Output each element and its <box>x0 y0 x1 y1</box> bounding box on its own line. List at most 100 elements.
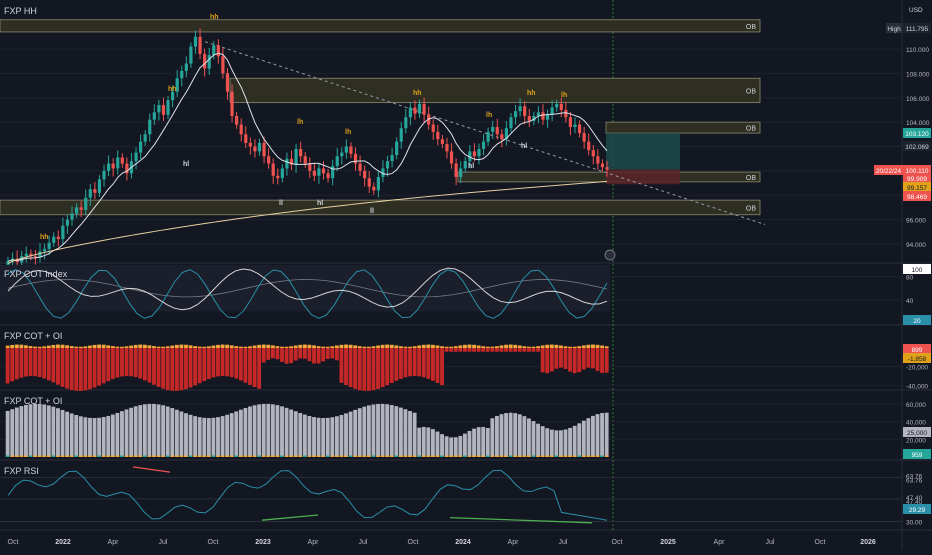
cot-net-bar <box>449 348 454 352</box>
oi-total-bar <box>312 417 316 457</box>
cot-oi-bar <box>302 344 307 348</box>
candle-body <box>184 63 188 71</box>
cot-oi-bar <box>591 344 595 348</box>
cot-oi-bar <box>444 346 449 348</box>
candle-body <box>532 116 536 121</box>
cot-oi-bar <box>19 344 24 348</box>
cot-oi-bar <box>197 346 202 348</box>
cot-net-bar <box>568 348 573 372</box>
order-block <box>0 19 761 33</box>
cot-oi-bar <box>65 345 70 348</box>
oi-total-bar <box>152 403 156 457</box>
cot-oi-bar <box>101 344 106 348</box>
oi-net-bar <box>536 455 541 457</box>
oi-net-bar <box>19 455 24 457</box>
cot-net-bar <box>307 348 312 362</box>
oi-total-bar <box>129 407 134 457</box>
pivot-label: ll <box>279 200 283 207</box>
candle-body <box>504 128 509 140</box>
cot-oi-bar <box>334 345 339 348</box>
candle-body <box>331 166 335 179</box>
oi-net-bar <box>316 455 321 457</box>
oi-net-bar <box>142 455 147 457</box>
oi-net-bar <box>165 455 170 457</box>
cot-oi2-badge <box>903 427 931 437</box>
oi-net-bar <box>234 455 239 457</box>
oi-total-bar <box>248 406 252 457</box>
candle-body <box>449 151 454 164</box>
candle-body <box>38 251 42 258</box>
oi-total-bar <box>536 423 541 457</box>
candle-body <box>198 36 202 54</box>
candle-body <box>321 168 326 174</box>
oi-total-bar <box>421 426 426 457</box>
candle-body <box>363 170 367 179</box>
cot-oi-bar <box>467 344 472 348</box>
order-block <box>605 121 761 134</box>
candle-body <box>161 105 166 115</box>
oi-total-bar <box>494 415 499 457</box>
cot-net-bar <box>280 348 284 362</box>
oi-net-bar <box>348 455 353 457</box>
cot-net-bar <box>549 348 554 372</box>
oi-total-bar <box>353 409 358 457</box>
oi-net-bar <box>14 455 19 457</box>
oi-total-bar <box>142 404 147 457</box>
cot-oi-bar <box>174 344 179 348</box>
cot-oi-bar <box>138 344 143 348</box>
cot-oi-bar <box>362 346 367 348</box>
oi-net-bar <box>206 455 211 457</box>
cot-net-bar <box>476 348 481 352</box>
candle-body <box>262 142 266 157</box>
pivot-label: lh <box>297 119 303 126</box>
cot-oi2-badge <box>903 449 931 459</box>
oi-net-bar <box>408 455 412 457</box>
oi-net-bar <box>321 455 326 457</box>
candle-body <box>591 150 595 157</box>
cot-oi-bar <box>526 346 531 348</box>
oi-total-bar <box>261 403 266 457</box>
cot-net-bar <box>202 348 207 382</box>
candle-body <box>427 114 431 125</box>
candle-body <box>317 168 321 176</box>
candle-body <box>500 134 504 140</box>
cot-oi-bar <box>142 344 147 348</box>
order-block-label: OB <box>746 126 756 133</box>
oi-net-bar <box>508 455 513 457</box>
cot-oi-bar <box>430 344 435 348</box>
oi-total-bar <box>270 404 275 457</box>
oi-total-bar <box>559 430 563 457</box>
cot-net-bar <box>485 348 490 352</box>
candle-body <box>65 219 70 226</box>
cot-net-bar <box>92 348 97 388</box>
cot-net-bar <box>517 348 522 352</box>
cot-index-white-line <box>7 267 608 311</box>
cot-oi-badge <box>903 344 931 354</box>
oi-net-bar <box>184 455 188 457</box>
candle-body <box>70 213 74 220</box>
cot-oi2-pane-title: FXP COT + OI <box>4 396 63 406</box>
oi-total-bar <box>467 430 472 457</box>
candle-body <box>568 117 573 127</box>
cot-oi-bar <box>426 344 431 348</box>
cot-oi-bar <box>536 346 541 348</box>
cot-net-bar <box>293 348 298 361</box>
cot-oi-bar <box>371 346 376 348</box>
cot-oi-bar <box>216 344 220 348</box>
oi-net-bar <box>545 455 550 457</box>
cot-net-bar <box>24 348 28 377</box>
oi-total-bar <box>69 413 74 457</box>
oi-net-bar <box>334 455 339 457</box>
cot-net-bar <box>559 348 563 368</box>
oi-net-bar <box>138 455 143 457</box>
cot-net-bar <box>591 348 595 369</box>
cot-oi-bar <box>202 346 207 348</box>
cot-oi-bar <box>179 344 184 348</box>
candle-body <box>468 151 472 162</box>
cot-net-bar <box>426 348 431 379</box>
oi-net-bar <box>97 455 102 457</box>
cot-oi-bar <box>184 344 188 348</box>
cot-net-bar <box>494 348 499 352</box>
